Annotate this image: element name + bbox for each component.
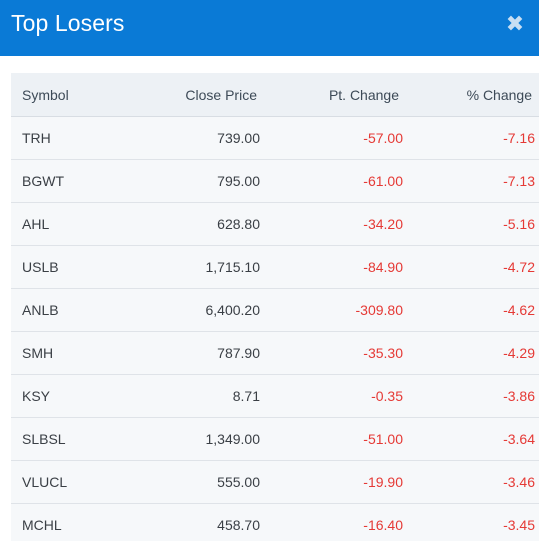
pct-change-cell: -7.16	[403, 116, 539, 160]
close-price-cell: 6,400.20	[142, 288, 261, 332]
column-header-close-price[interactable]: Close Price	[142, 73, 261, 117]
column-header-pct-change[interactable]: % Change	[403, 73, 539, 117]
close-price-cell: 739.00	[142, 116, 261, 160]
column-header-symbol[interactable]: Symbol	[11, 73, 142, 117]
table-row[interactable]: SLBSL 1,349.00 -51.00 -3.64	[11, 417, 539, 461]
close-price-cell: 1,715.10	[142, 245, 261, 289]
symbol-cell[interactable]: AHL	[11, 202, 142, 246]
table-row[interactable]: AHL 628.80 -34.20 -5.16	[11, 202, 539, 246]
table-row[interactable]: SMH 787.90 -35.30 -4.29	[11, 331, 539, 375]
table-row[interactable]: VLUCL 555.00 -19.90 -3.46	[11, 460, 539, 504]
close-price-cell: 458.70	[142, 503, 261, 541]
pt-change-cell: -16.40	[261, 503, 403, 541]
close-price-cell: 795.00	[142, 159, 261, 203]
modal-title: Top Losers	[11, 10, 125, 36]
pt-change-cell: -51.00	[261, 417, 403, 461]
pct-change-cell: -4.62	[403, 288, 539, 332]
symbol-cell[interactable]: BGWT	[11, 159, 142, 203]
table-body: TRH 739.00 -57.00 -7.16 BGWT 795.00 -61.00 -7.1…	[11, 116, 539, 541]
pt-change-cell: -61.00	[261, 159, 403, 203]
symbol-cell[interactable]: SMH	[11, 331, 142, 375]
close-price-cell: 787.90	[142, 331, 261, 375]
table-header-row: Symbol Close Price Pt. Change % Change	[11, 73, 539, 117]
pct-change-cell: -3.64	[403, 417, 539, 461]
pt-change-cell: -84.90	[261, 245, 403, 289]
pct-change-cell: -4.72	[403, 245, 539, 289]
table-row[interactable]: MCHL 458.70 -16.40 -3.45	[11, 503, 539, 541]
pt-change-cell: -35.30	[261, 331, 403, 375]
close-price-cell: 8.71	[142, 374, 261, 418]
symbol-cell[interactable]: MCHL	[11, 503, 142, 541]
table-row[interactable]: TRH 739.00 -57.00 -7.16	[11, 116, 539, 160]
pct-change-cell: -3.86	[403, 374, 539, 418]
close-icon[interactable]: ✖	[505, 11, 525, 36]
pt-change-cell: -57.00	[261, 116, 403, 160]
table-row[interactable]: BGWT 795.00 -61.00 -7.13	[11, 159, 539, 203]
pct-change-cell: -4.29	[403, 331, 539, 375]
symbol-cell[interactable]: ANLB	[11, 288, 142, 332]
losers-table: Symbol Close Price Pt. Change % Change T…	[11, 73, 539, 541]
close-price-cell: 1,349.00	[142, 417, 261, 461]
close-price-cell: 628.80	[142, 202, 261, 246]
symbol-cell[interactable]: SLBSL	[11, 417, 142, 461]
pt-change-cell: -309.80	[261, 288, 403, 332]
symbol-cell[interactable]: VLUCL	[11, 460, 142, 504]
symbol-cell[interactable]: USLB	[11, 245, 142, 289]
column-header-pt-change[interactable]: Pt. Change	[261, 73, 403, 117]
table-row[interactable]: ANLB 6,400.20 -309.80 -4.62	[11, 288, 539, 332]
pct-change-cell: -3.45	[403, 503, 539, 541]
pt-change-cell: -0.35	[261, 374, 403, 418]
pct-change-cell: -3.46	[403, 460, 539, 504]
pt-change-cell: -19.90	[261, 460, 403, 504]
losers-table-container: Symbol Close Price Pt. Change % Change T…	[11, 73, 539, 541]
pt-change-cell: -34.20	[261, 202, 403, 246]
table-row[interactable]: KSY 8.71 -0.35 -3.86	[11, 374, 539, 418]
table-row[interactable]: USLB 1,715.10 -84.90 -4.72	[11, 245, 539, 289]
pct-change-cell: -7.13	[403, 159, 539, 203]
symbol-cell[interactable]: KSY	[11, 374, 142, 418]
symbol-cell[interactable]: TRH	[11, 116, 142, 160]
close-price-cell: 555.00	[142, 460, 261, 504]
pct-change-cell: -5.16	[403, 202, 539, 246]
modal-header: Top Losers ✖	[0, 0, 539, 56]
